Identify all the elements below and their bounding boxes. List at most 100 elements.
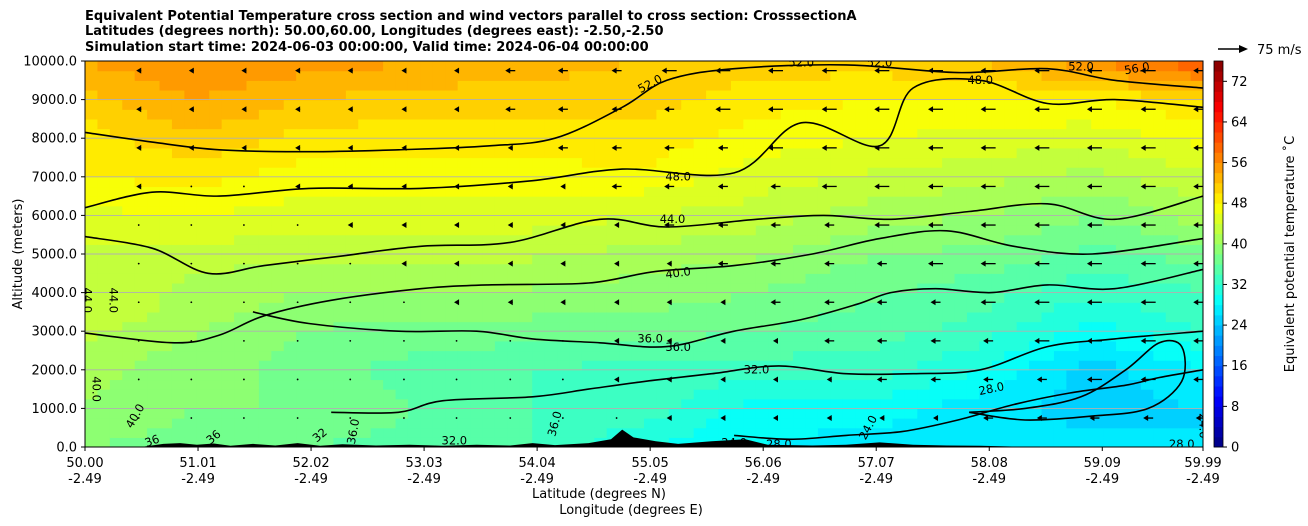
field-cell (420, 350, 434, 361)
field-cell (594, 215, 608, 226)
field-cell (668, 147, 682, 159)
field-cell (619, 254, 633, 265)
field-cell (109, 99, 123, 110)
field-cell (755, 282, 769, 294)
field-cell (308, 128, 322, 139)
field-cell (1103, 350, 1117, 361)
field-cell (706, 302, 720, 313)
wind-vector (1034, 222, 1050, 229)
wind-vector (611, 67, 622, 74)
field-cell (234, 350, 248, 361)
field-cell (1041, 138, 1055, 149)
field-cell (718, 147, 732, 159)
field-cell (917, 176, 931, 188)
field-cell (184, 138, 198, 149)
field-cell (991, 321, 1005, 332)
colorbar-segment (1214, 213, 1223, 224)
field-cell (470, 99, 484, 110)
field-cell (283, 61, 297, 72)
field-cell (482, 311, 496, 323)
field-cell (258, 437, 272, 447)
field-cell (519, 321, 533, 332)
field-cell (1116, 427, 1130, 438)
field-cell (283, 292, 297, 303)
field-cell (196, 157, 210, 168)
field-cell (979, 118, 993, 130)
field-cell (97, 176, 111, 188)
field-cell (209, 205, 223, 216)
field-cell (842, 167, 856, 178)
field-cell (1029, 138, 1043, 149)
field-cell (1116, 147, 1130, 159)
field-cell (1041, 360, 1055, 371)
field-cell (581, 282, 595, 294)
field-cell (507, 89, 521, 101)
field-cell (432, 234, 446, 245)
wind-vector-head (772, 415, 778, 422)
field-cell (1029, 147, 1043, 159)
colorbar-segment (1214, 365, 1223, 377)
field-cell (209, 340, 223, 352)
field-cell (507, 118, 521, 130)
field-cell (817, 427, 831, 438)
field-cell (147, 61, 161, 72)
field-cell (296, 89, 310, 101)
field-cell (668, 176, 682, 188)
field-cell (656, 205, 670, 216)
field-cell (308, 157, 322, 168)
field-cell (1091, 263, 1105, 274)
field-cell (594, 196, 608, 207)
field-cell (97, 273, 111, 284)
field-cell (966, 99, 980, 110)
field-cell (1029, 311, 1043, 323)
field-cell (979, 70, 993, 81)
field-cell (793, 292, 807, 303)
field-cell (631, 196, 645, 207)
field-cell (780, 244, 794, 255)
field-cell (1091, 292, 1105, 303)
field-cell (1016, 70, 1030, 81)
field-cell (780, 408, 794, 419)
field-cell (420, 427, 434, 438)
field-cell (184, 80, 198, 91)
field-cell (817, 244, 831, 255)
field-cell (805, 244, 819, 255)
field-cell (619, 360, 633, 371)
field-cell (507, 263, 521, 274)
field-cell (569, 196, 583, 207)
field-cell (494, 360, 508, 371)
field-cell (482, 215, 496, 226)
field-cell (345, 61, 359, 72)
field-cell (134, 302, 148, 313)
field-cell (234, 109, 248, 120)
field-cell (867, 205, 881, 216)
field-cell (209, 263, 223, 274)
field-cell (557, 379, 571, 390)
wind-vector (614, 222, 620, 229)
field-cell (1116, 302, 1130, 313)
field-cell (494, 350, 508, 361)
field-cell (507, 379, 521, 390)
field-cell (395, 118, 409, 130)
field-cell (966, 321, 980, 332)
wind-vector (1193, 144, 1203, 151)
field-cell (594, 331, 608, 342)
field-cell (979, 331, 993, 342)
field-cell (283, 128, 297, 139)
field-cell (904, 331, 918, 342)
field-cell (296, 302, 310, 313)
field-cell (1116, 167, 1130, 178)
field-cell (246, 118, 260, 130)
field-cell (345, 138, 359, 149)
field-cell (1128, 157, 1142, 168)
field-cell (606, 379, 620, 390)
wind-vector (715, 106, 731, 113)
field-cell (333, 70, 347, 81)
field-cell (942, 99, 956, 110)
contour-label: 44.0 (660, 212, 686, 226)
field-cell (234, 437, 248, 447)
field-cell (271, 244, 285, 255)
field-cell (1091, 186, 1105, 197)
field-cell (171, 205, 185, 216)
